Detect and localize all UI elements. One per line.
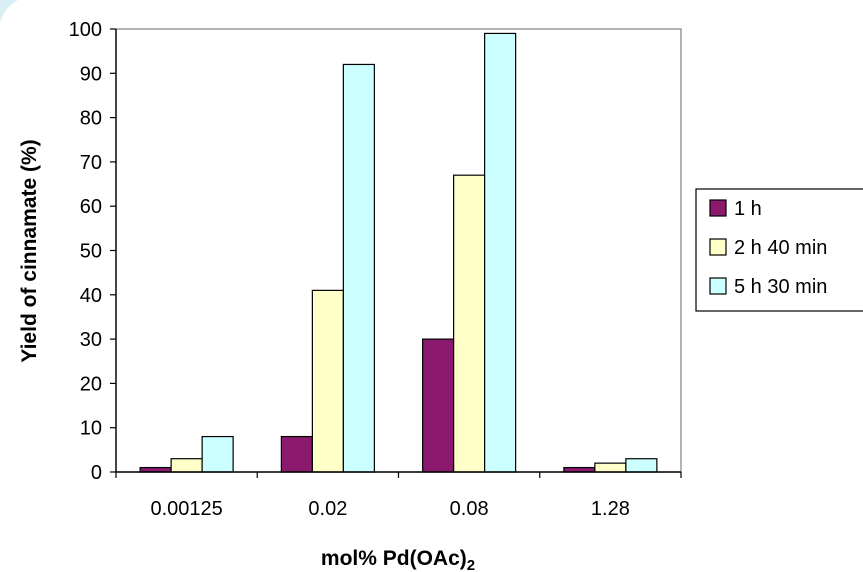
bar (594, 462, 627, 473)
y-tick-label: 0 (91, 462, 102, 484)
x-tick-label: 1.28 (591, 498, 630, 520)
legend-label: 1 h (734, 198, 762, 220)
x-axis-label: mol% Pd(OAc)2 (321, 547, 475, 572)
y-tick-label: 30 (80, 329, 102, 351)
bar (422, 338, 455, 473)
y-tick-label: 100 (69, 19, 102, 41)
y-tick-label: 20 (80, 373, 102, 395)
y-tick-label: 50 (80, 241, 102, 263)
legend-label: 5 h 30 min (734, 276, 827, 298)
legend-swatch (709, 277, 727, 295)
bar (453, 174, 486, 473)
y-tick-label: 60 (80, 196, 102, 218)
y-tick-label: 90 (80, 63, 102, 85)
x-tick-label: 0.00125 (150, 498, 222, 520)
legend: 1 h 2 h 40 min 5 h 30 min (695, 188, 863, 312)
y-axis-title: Yield of cinnamate (%) (18, 139, 41, 362)
bar (280, 435, 313, 473)
bars-group (139, 32, 658, 473)
legend-swatch (709, 199, 727, 217)
x-tick-label: 0.08 (450, 498, 489, 520)
bar (625, 458, 658, 473)
y-tick-label: 70 (80, 152, 102, 174)
y-tick-label: 80 (80, 108, 102, 130)
axes-group: 0 10 20 30 40 50 60 70 80 90 100 0.00125 0.02 0.08 1.2… (69, 19, 682, 520)
x-tick-label: 0.02 (308, 498, 347, 520)
legend-label: 2 h 40 min (734, 237, 827, 259)
plot-area (115, 28, 682, 473)
corner-decoration (0, 0, 18, 22)
y-tick-label: 10 (80, 418, 102, 440)
legend-swatch (709, 238, 727, 256)
y-axis-label: Yield of cinnamate (%) (18, 139, 41, 362)
bar (201, 435, 234, 473)
bar (484, 32, 517, 473)
y-tick-label: 40 (80, 285, 102, 307)
bar (342, 63, 375, 473)
bar (170, 458, 203, 473)
bar (311, 289, 344, 473)
